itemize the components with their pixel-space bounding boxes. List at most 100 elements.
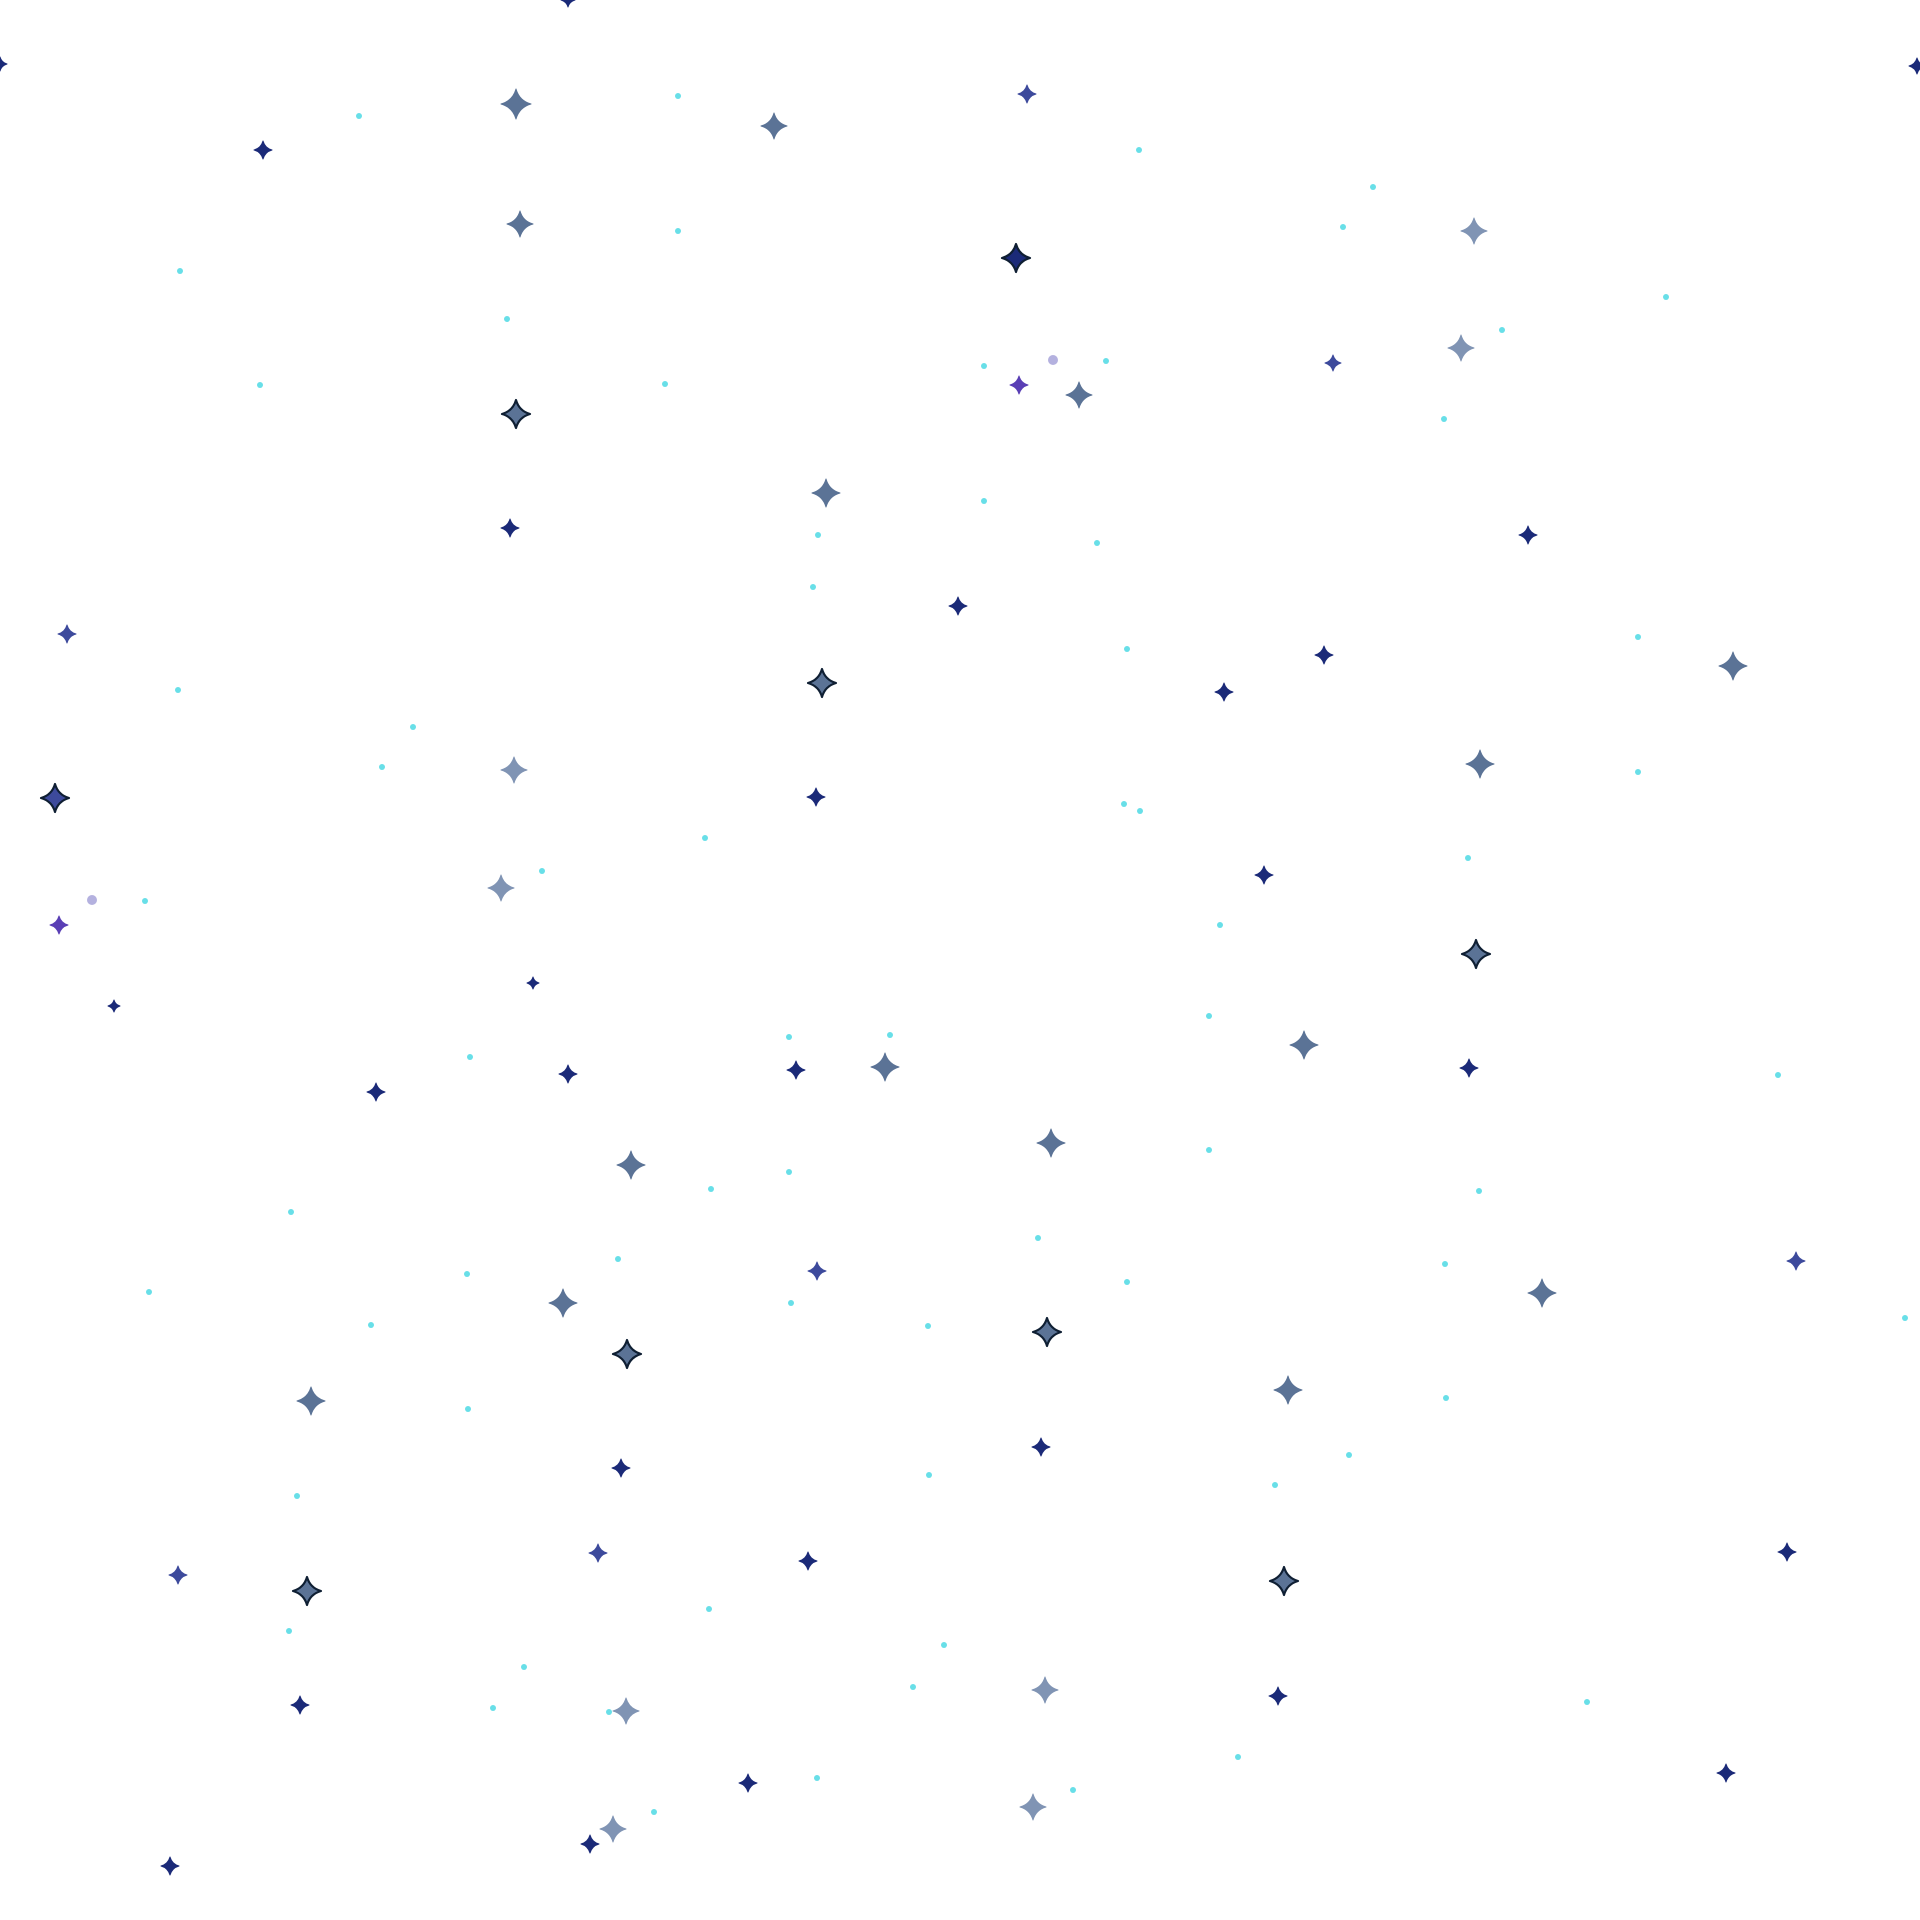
sparkle-star-icon: [1465, 749, 1495, 779]
sparkle-star-icon: [296, 1386, 326, 1416]
sparkle-star-icon: [611, 1338, 643, 1370]
star-layer: [0, 0, 1920, 1876]
sparkle-star-icon: [1908, 57, 1920, 75]
sparkle-dot: [464, 1271, 470, 1277]
sparkle-dot: [1121, 801, 1127, 807]
sparkle-star-icon: [1000, 242, 1032, 274]
sparkle-star-icon: [1716, 1763, 1736, 1783]
dot-layer: [87, 93, 1908, 1815]
sparkle-star-icon: [160, 1856, 180, 1876]
sparkle-dot: [521, 1664, 527, 1670]
sparkle-dot: [490, 1705, 496, 1711]
sparkle-star-icon: [1036, 1128, 1066, 1158]
sparkle-dot: [1272, 1482, 1278, 1488]
sparkle-star-icon: [1324, 354, 1342, 372]
sparkle-star-icon: [738, 1773, 758, 1793]
sparkle-star-icon: [599, 1815, 627, 1843]
sparkle-dot: [1235, 1754, 1241, 1760]
sparkle-dot: [941, 1642, 947, 1648]
sparkle-dot: [786, 1169, 792, 1175]
sparkle-dot: [1663, 294, 1669, 300]
sparkle-star-icon: [500, 88, 532, 120]
sparkle-star-icon: [487, 874, 515, 902]
sparkle-dot: [1103, 358, 1109, 364]
sparkle-star-icon: [1518, 525, 1538, 545]
sparkle-dot: [1584, 1699, 1590, 1705]
sparkle-dot: [465, 1406, 471, 1412]
sparkle-star-icon: [39, 782, 71, 814]
sparkle-dot: [910, 1684, 916, 1690]
sparkle-dot: [1346, 1452, 1352, 1458]
sparkle-star-icon: [1031, 1437, 1051, 1457]
sparkle-dot: [410, 724, 416, 730]
sparkle-dot: [926, 1472, 932, 1478]
sparkle-star-icon: [290, 1695, 310, 1715]
sparkle-dot: [175, 687, 181, 693]
sparkle-star-icon: [1031, 1676, 1059, 1704]
sparkle-dot: [1137, 808, 1143, 814]
sparkle-star-icon: [612, 1697, 640, 1725]
sparkle-dot: [1635, 634, 1641, 640]
sparkle-star-icon: [1031, 1316, 1063, 1348]
sparkle-dot: [706, 1606, 712, 1612]
sparkle-star-icon: [1447, 334, 1475, 362]
sparkle-star-icon: [506, 210, 534, 238]
sparkle-star-icon: [870, 1052, 900, 1082]
sparkle-dot: [146, 1289, 152, 1295]
sparkle-star-icon: [366, 1082, 386, 1102]
sparkle-star-icon: [548, 1288, 578, 1318]
sparkle-star-icon: [1314, 645, 1334, 665]
sparkle-star-icon: [611, 1458, 631, 1478]
sparkle-dot: [1340, 224, 1346, 230]
sparkle-dot: [504, 316, 510, 322]
sparkle-star-icon: [1460, 938, 1492, 970]
sparkle-dot: [1370, 184, 1376, 190]
sparkle-star-icon: [1777, 1542, 1797, 1562]
sparkle-star-icon: [806, 667, 838, 699]
sparkle-star-icon: [1786, 1251, 1806, 1271]
sparkle-dot: [1443, 1395, 1449, 1401]
sparkle-dot: [786, 1034, 792, 1040]
sparkle-dot: [810, 584, 816, 590]
sparkle-star-icon: [1214, 682, 1234, 702]
sparkle-dot: [1465, 855, 1471, 861]
sparkle-dot: [675, 228, 681, 234]
sparkle-star-icon: [1527, 1278, 1557, 1308]
sparkle-dot: [368, 1322, 374, 1328]
sparkle-dot: [1217, 922, 1223, 928]
sparkle-star-icon: [560, 0, 576, 8]
sparkle-star-icon: [616, 1150, 646, 1180]
sparkle-dot: [288, 1209, 294, 1215]
sparkle-star-icon: [1718, 651, 1748, 681]
sparkle-star-icon: [1273, 1375, 1303, 1405]
sparkle-star-icon: [0, 56, 8, 72]
sparkle-dot: [1136, 147, 1142, 153]
sparkle-star-icon: [1019, 1793, 1047, 1821]
sparkle-star-icon: [168, 1565, 188, 1585]
sparkle-dot: [539, 868, 545, 874]
sparkle-star-icon: [1459, 1058, 1479, 1078]
sparkle-star-icon: [1289, 1030, 1319, 1060]
sparkle-dot: [887, 1032, 893, 1038]
sparkle-dot: [662, 381, 668, 387]
sparkle-dot: [142, 898, 148, 904]
sparkle-dot: [1902, 1315, 1908, 1321]
sparkle-dot: [177, 268, 183, 274]
sparkle-dot: [87, 895, 97, 905]
sparkle-star-icon: [500, 756, 528, 784]
sparkle-star-icon: [786, 1060, 806, 1080]
sparkle-dot: [981, 498, 987, 504]
sparkle-dot: [815, 532, 821, 538]
sparkle-dot: [1035, 1235, 1041, 1241]
sparkle-dot: [708, 1186, 714, 1192]
sparkle-star-icon: [1065, 381, 1093, 409]
sparkle-dot: [1094, 540, 1100, 546]
sparkle-dot: [702, 835, 708, 841]
sparkle-dot: [356, 113, 362, 119]
sparkle-star-icon: [49, 915, 69, 935]
sparkle-dot: [294, 1493, 300, 1499]
sparkle-star-icon: [1017, 84, 1037, 104]
sparkle-star-icon: [1460, 217, 1488, 245]
sparkle-dot: [1775, 1072, 1781, 1078]
